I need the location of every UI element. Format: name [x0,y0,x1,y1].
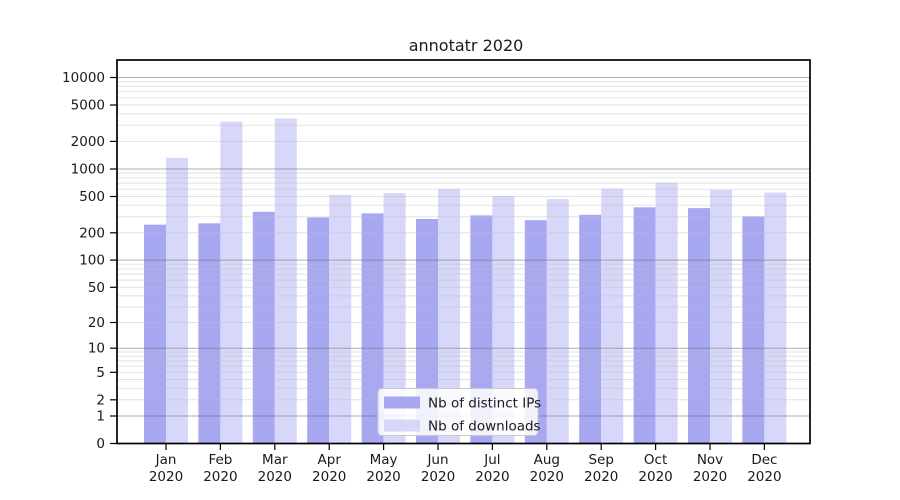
x-tick-label-month: Sep [588,452,613,468]
bar-ips-feb [198,223,221,444]
y-tick-label: 50 [88,280,105,296]
legend-swatch-downloads [384,419,420,432]
x-tick-label-year: 2020 [530,469,564,485]
bar-downloads-jun [438,188,460,444]
x-tick-label-month: Jun [426,452,448,468]
x-tick-label-year: 2020 [475,469,509,485]
x-tick-label-year: 2020 [312,469,346,485]
grid-minor-layer [117,81,810,401]
x-tick-label-month: Apr [318,452,342,468]
bar-downloads-dec [764,192,787,444]
bar-ips-dec [742,216,765,444]
x-tick-label-year: 2020 [693,469,727,485]
bar-downloads-mar [274,118,297,444]
bar-ips-jul [470,215,493,444]
x-tick-label-month: Oct [644,452,667,468]
legend-swatch-ips [384,396,420,409]
bar-downloads-oct [655,182,678,444]
x-tick-label-year: 2020 [747,469,781,485]
x-tick-label-month: Jan [155,452,177,468]
bar-ips-apr [307,217,330,444]
x-tick-label-year: 2020 [638,469,672,485]
plot-frame [116,59,811,445]
bar-downloads-nov [710,189,732,444]
bar-ips-oct [633,207,656,444]
x-tick-label-year: 2020 [366,469,400,485]
y-tick-label: 2000 [71,134,105,150]
x-tick-label-month: Mar [262,452,288,468]
y-tick-label: 0 [96,436,105,452]
x-tick-label-year: 2020 [149,469,183,485]
bar-downloads-sep [601,188,624,444]
x-tick-label-month: Jul [483,452,500,468]
bars-layer [144,118,787,444]
x-tick-label-year: 2020 [203,469,237,485]
bar-ips-mar [252,211,275,444]
y-tick-label: 100 [79,253,105,269]
ticks-layer [110,76,766,450]
x-tick-label-month: Feb [208,452,232,468]
legend-label: Nb of downloads [428,419,541,435]
y-tick-label: 5 [96,365,105,381]
bar-ips-sep [579,214,602,444]
x-tick-label-year: 2020 [584,469,618,485]
bar-downloads-aug [546,199,569,444]
bar-downloads-apr [329,194,352,444]
x-tick-label-month: May [370,452,398,468]
y-tick-label: 1 [96,409,105,425]
bar-ips-jun [416,219,438,444]
y-tick-label: 500 [79,189,105,205]
x-tick-label-year: 2020 [421,469,455,485]
bar-ips-jan [144,224,166,444]
y-tick-label: 20 [88,315,105,331]
chart-title: annotatr 2020 [409,36,524,55]
bar-downloads-jan [166,157,188,444]
bar-ips-nov [688,208,710,444]
x-tick-label-month: Dec [751,452,777,468]
bar-downloads-may [383,193,406,444]
bar-downloads-feb [220,121,243,444]
x-tick-label-year: 2020 [258,469,292,485]
x-tick-label-month: Nov [697,452,723,468]
legend: Nb of distinct IPs Nb of downloads [377,388,541,436]
y-tick-label: 10 [88,341,105,357]
y-tick-label: 5000 [71,98,105,114]
y-tick-label: 2 [96,392,105,408]
tick-labels-layer: 012510205010020050010002000500010000Jan2… [62,70,782,485]
bar-ips-may [361,213,384,444]
x-tick-label-month: Aug [534,452,560,468]
y-tick-label: 1000 [71,162,105,178]
y-tick-label: 10000 [62,70,105,86]
legend-label: Nb of distinct IPs [428,396,541,412]
bar-ips-aug [524,220,547,444]
bar-downloads-jul [492,196,515,444]
y-tick-label: 200 [79,225,105,241]
